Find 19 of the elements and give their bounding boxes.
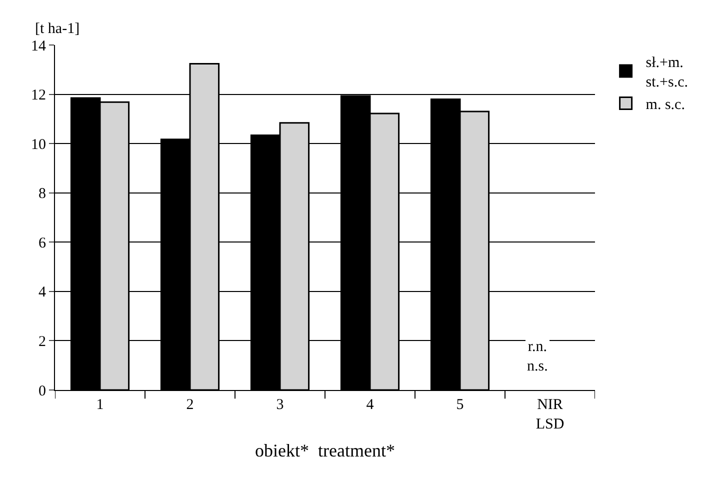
y-tick-label: 2 <box>38 334 46 350</box>
x-tick-label: 3 <box>276 397 284 413</box>
y-tick-label: 14 <box>31 38 46 54</box>
x-axis-title: obiekt* treatment* <box>255 440 395 461</box>
x-tick-label: 1 <box>96 397 104 413</box>
y-tick-label: 12 <box>31 88 46 104</box>
legend-label: m. s.c. <box>646 97 685 114</box>
y-tick-label: 6 <box>38 235 46 252</box>
y-tick-label: 0 <box>38 383 46 400</box>
annotation: r.n. n.s. <box>527 339 548 374</box>
y-tick-label: 4 <box>38 284 46 301</box>
y-tick-label: 10 <box>31 136 46 153</box>
x-tick-label: 2 <box>186 397 194 413</box>
y-tick-label: 8 <box>38 186 46 202</box>
legend-label: sł.+m. st.+s.c. <box>646 55 688 91</box>
x-tick-label: NIR LSD <box>536 397 564 432</box>
x-tick-label: 4 <box>366 397 374 413</box>
y-axis-title: [t ha-1] <box>35 21 80 37</box>
x-tick-label: 5 <box>456 397 464 413</box>
